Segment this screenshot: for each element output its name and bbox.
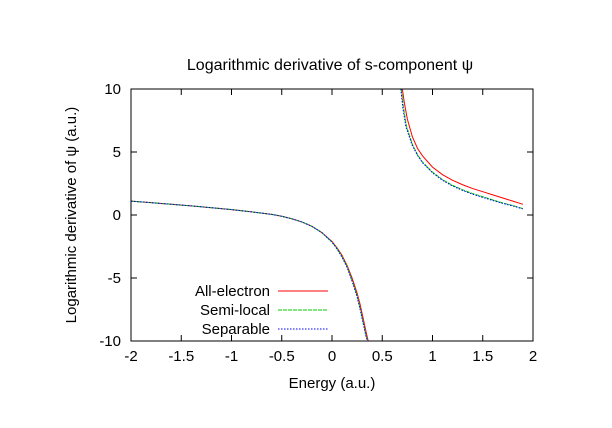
y-axis-label: Logarithmic derivative of ψ (a.u.) — [63, 107, 80, 324]
legend-label-1: All-electron — [195, 283, 270, 300]
series-line-3 — [131, 89, 524, 341]
y-tick-label: 5 — [113, 144, 121, 161]
x-tick-label: 0.5 — [372, 348, 393, 365]
x-tick-label: 0 — [328, 348, 336, 365]
series-line-1 — [131, 89, 524, 341]
ticks-layer: -2 -1.5 -1 -0.5 0 0.5 1 1.5 2 -10 -5 0 5 10 — [99, 81, 537, 365]
x-axis-label: Energy (a.u.) — [289, 375, 376, 392]
x-tick-label: 2 — [529, 348, 537, 365]
x-tick-label: 1.5 — [472, 348, 493, 365]
series-line-2 — [131, 89, 524, 341]
legend: All-electron Semi-local Separable — [195, 283, 328, 338]
x-tick-label: -1.5 — [168, 348, 194, 365]
x-tick-label: -2 — [124, 348, 137, 365]
legend-label-2: Semi-local — [200, 302, 270, 319]
y-tick-label: -10 — [99, 333, 121, 350]
series-layer — [131, 89, 524, 341]
plot-frame — [130, 88, 534, 342]
x-tick-label: -0.5 — [269, 348, 295, 365]
x-tick-label: 1 — [428, 348, 436, 365]
y-tick-label: -5 — [108, 270, 121, 287]
x-tick-label: -1 — [225, 348, 238, 365]
legend-label-3: Separable — [202, 321, 270, 338]
y-tick-label: 10 — [104, 81, 121, 98]
y-tick-label: 0 — [113, 207, 121, 224]
chart-title: Logarithmic derivative of s-component ψ — [187, 57, 473, 74]
